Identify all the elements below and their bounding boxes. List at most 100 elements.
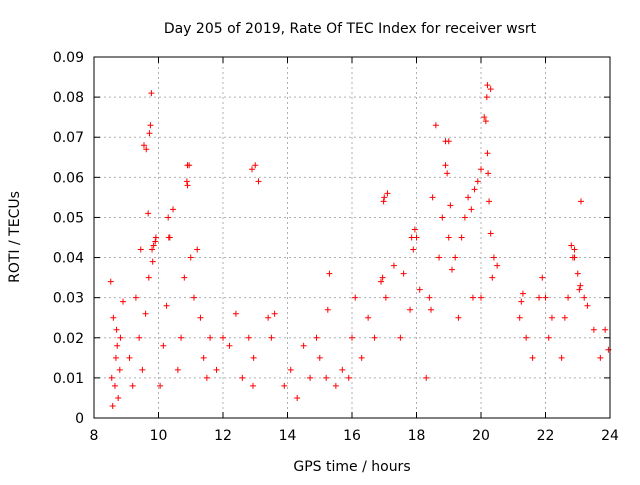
data-point bbox=[519, 290, 526, 297]
data-point bbox=[265, 314, 272, 321]
data-point bbox=[152, 234, 159, 241]
data-point bbox=[469, 294, 476, 301]
data-point bbox=[190, 294, 197, 301]
data-point bbox=[571, 246, 578, 253]
data-point bbox=[584, 302, 591, 309]
x-tick-label: 8 bbox=[90, 428, 99, 444]
data-point bbox=[163, 302, 170, 309]
data-points bbox=[107, 82, 612, 409]
data-point bbox=[548, 314, 555, 321]
data-point bbox=[365, 314, 372, 321]
x-tick-label: 18 bbox=[408, 428, 426, 444]
y-tick-label: 0.06 bbox=[53, 170, 84, 186]
data-point bbox=[183, 178, 190, 185]
data-point bbox=[200, 354, 207, 361]
data-point bbox=[561, 314, 568, 321]
data-point bbox=[132, 294, 139, 301]
data-point bbox=[181, 274, 188, 281]
data-point bbox=[232, 310, 239, 317]
data-point bbox=[339, 366, 346, 373]
data-point bbox=[565, 294, 572, 301]
data-point bbox=[484, 150, 491, 157]
data-point bbox=[445, 234, 452, 241]
data-point bbox=[186, 162, 193, 169]
data-point bbox=[485, 170, 492, 177]
data-point bbox=[397, 334, 404, 341]
data-point bbox=[117, 334, 124, 341]
data-point bbox=[478, 166, 484, 173]
data-point bbox=[268, 334, 275, 341]
data-point bbox=[111, 382, 118, 389]
data-point bbox=[129, 382, 136, 389]
data-point bbox=[142, 310, 149, 317]
data-point bbox=[194, 246, 201, 253]
data-point bbox=[487, 230, 494, 237]
data-point bbox=[170, 206, 177, 213]
data-point bbox=[380, 198, 387, 205]
data-point bbox=[249, 382, 256, 389]
data-point bbox=[487, 86, 494, 93]
data-point bbox=[152, 238, 159, 245]
data-point bbox=[197, 314, 204, 321]
data-point bbox=[113, 326, 120, 333]
data-point bbox=[444, 170, 451, 177]
data-point bbox=[577, 198, 584, 205]
data-point bbox=[220, 334, 226, 341]
data-point bbox=[174, 366, 181, 373]
data-point bbox=[114, 342, 121, 349]
data-point bbox=[468, 206, 475, 213]
y-tick-label: 0.02 bbox=[53, 331, 84, 347]
data-point bbox=[423, 374, 430, 381]
data-point bbox=[465, 194, 472, 201]
data-point bbox=[516, 314, 523, 321]
data-point bbox=[112, 354, 119, 361]
data-point bbox=[432, 122, 439, 129]
data-point bbox=[461, 214, 468, 221]
data-point bbox=[384, 190, 391, 197]
data-point bbox=[568, 242, 575, 249]
data-point bbox=[187, 254, 194, 261]
data-point bbox=[116, 366, 123, 373]
data-point bbox=[545, 334, 552, 341]
data-point bbox=[471, 186, 478, 193]
data-point bbox=[574, 270, 581, 277]
x-tick-label: 12 bbox=[214, 428, 232, 444]
plot-frame bbox=[93, 56, 611, 419]
data-point bbox=[539, 274, 546, 281]
data-point bbox=[410, 246, 417, 253]
x-tick-label: 22 bbox=[537, 428, 555, 444]
data-point bbox=[245, 334, 252, 341]
axis-ticks: 8 10 12 14 16 18 20 22 24 0 0.01 0.02 0.03 0.04 0.05 0.… bbox=[53, 50, 619, 444]
data-point bbox=[147, 122, 154, 129]
data-point bbox=[486, 198, 493, 205]
data-point bbox=[416, 286, 423, 293]
data-point bbox=[313, 334, 320, 341]
data-point bbox=[345, 374, 352, 381]
data-point bbox=[140, 142, 147, 149]
data-point bbox=[494, 262, 501, 269]
data-point bbox=[349, 334, 355, 341]
data-point bbox=[149, 246, 156, 253]
data-point bbox=[249, 166, 256, 173]
data-point bbox=[139, 366, 146, 373]
data-point bbox=[378, 278, 385, 285]
data-point bbox=[411, 226, 418, 233]
y-tick-label: 0.07 bbox=[53, 130, 84, 146]
data-point bbox=[226, 342, 233, 349]
data-point bbox=[324, 306, 331, 313]
data-point bbox=[445, 138, 452, 145]
data-point bbox=[439, 214, 446, 221]
y-tick-label: 0.08 bbox=[53, 90, 84, 106]
x-axis-label: GPS time / hours bbox=[293, 459, 410, 475]
data-point bbox=[581, 294, 588, 301]
data-point bbox=[250, 354, 257, 361]
data-point bbox=[136, 334, 143, 341]
data-point bbox=[436, 254, 443, 261]
data-point bbox=[408, 234, 415, 241]
data-point bbox=[577, 282, 584, 289]
data-point bbox=[323, 374, 330, 381]
data-point bbox=[120, 298, 127, 305]
data-point bbox=[178, 334, 185, 341]
